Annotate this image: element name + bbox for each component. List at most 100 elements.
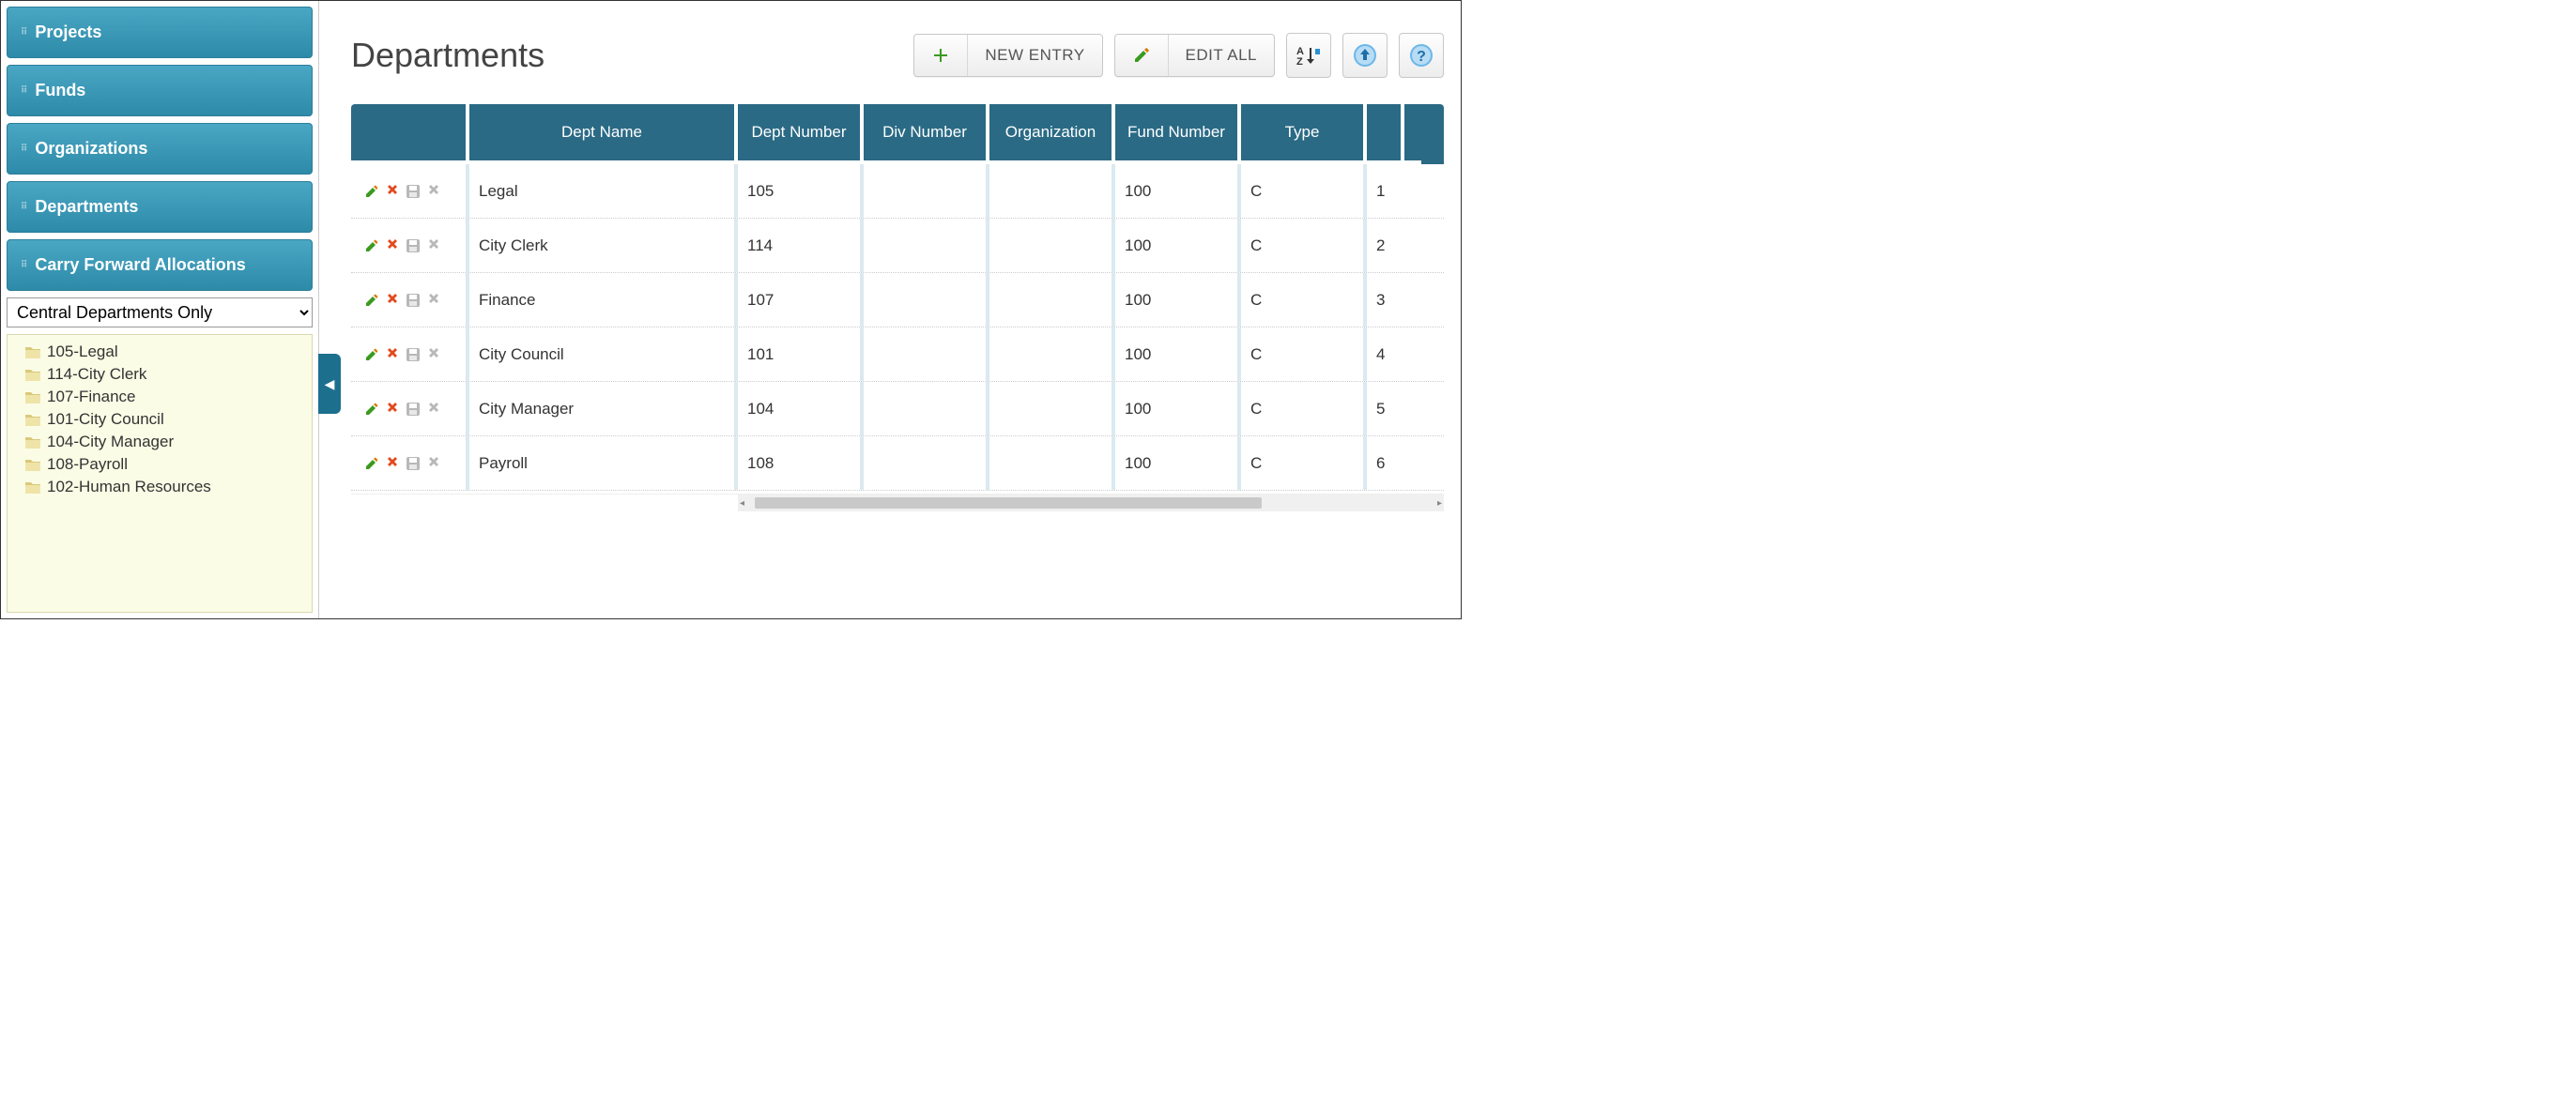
save-row-icon[interactable]	[406, 293, 421, 308]
nav-label: Funds	[35, 81, 85, 100]
help-icon: ?	[1408, 42, 1434, 68]
folder-icon	[24, 389, 41, 404]
arrow-up-circle-icon	[1352, 42, 1378, 68]
delete-row-icon[interactable]	[385, 402, 400, 417]
th-dept-name[interactable]: Dept Name	[469, 104, 738, 164]
tree-item[interactable]: 102-Human Resources	[15, 476, 304, 498]
th-fund-number[interactable]: Fund Number	[1115, 104, 1241, 164]
upload-button[interactable]	[1342, 33, 1388, 78]
edit-all-button[interactable]: EDIT ALL	[1114, 34, 1275, 77]
cell-fund-number: 100	[1115, 436, 1241, 490]
edit-row-icon[interactable]	[364, 184, 379, 199]
th-type[interactable]: Type	[1241, 104, 1367, 164]
cell-type: C	[1241, 273, 1367, 327]
save-row-icon[interactable]	[406, 238, 421, 253]
delete-row-icon[interactable]	[385, 456, 400, 471]
cancel-row-icon[interactable]	[426, 293, 441, 308]
delete-row-icon[interactable]	[385, 347, 400, 362]
cell-index: 5	[1367, 382, 1404, 435]
edit-row-icon[interactable]	[364, 347, 379, 362]
cell-div-number	[864, 327, 989, 381]
nav-departments[interactable]: Departments	[7, 181, 313, 233]
cell-dept-name: Finance	[469, 273, 738, 327]
table-row[interactable]: City Clerk114100C2	[351, 219, 1444, 273]
folder-icon	[24, 480, 41, 495]
th-div-number[interactable]: Div Number	[864, 104, 989, 164]
tree-item[interactable]: 114-City Clerk	[15, 363, 304, 386]
app-root: Projects Funds Organizations Departments…	[0, 0, 1462, 619]
folder-icon	[24, 344, 41, 359]
sort-button[interactable]: A Z	[1286, 33, 1331, 78]
cell-div-number	[864, 164, 989, 218]
cancel-row-icon[interactable]	[426, 184, 441, 199]
help-button[interactable]: ?	[1399, 33, 1444, 78]
cell-index: 1	[1367, 164, 1404, 218]
cell-organization	[989, 273, 1115, 327]
svg-text:?: ?	[1417, 49, 1426, 65]
cell-index: 6	[1367, 436, 1404, 490]
tree-item[interactable]: 101-City Council	[15, 408, 304, 431]
edit-all-label: EDIT ALL	[1169, 35, 1274, 76]
delete-row-icon[interactable]	[385, 184, 400, 199]
cell-dept-number: 107	[738, 273, 864, 327]
cell-dept-name: City Clerk	[469, 219, 738, 272]
edit-row-icon[interactable]	[364, 293, 379, 308]
table-row[interactable]: Payroll108100C6	[351, 436, 1444, 491]
folder-icon	[24, 434, 41, 449]
sidebar: Projects Funds Organizations Departments…	[1, 1, 318, 618]
tree-item[interactable]: 107-Finance	[15, 386, 304, 408]
tree-item-label: 105-Legal	[47, 342, 118, 361]
cell-index: 4	[1367, 327, 1404, 381]
edit-row-icon[interactable]	[364, 456, 379, 471]
header-row: Departments NEW ENTRY EDIT ALL A	[351, 33, 1444, 78]
cell-organization	[989, 327, 1115, 381]
tree-item[interactable]: 108-Payroll	[15, 453, 304, 476]
sidebar-collapse-toggle[interactable]: ◀	[318, 354, 341, 414]
cell-dept-name: City Manager	[469, 382, 738, 435]
tree-item[interactable]: 104-City Manager	[15, 431, 304, 453]
svg-text:Z: Z	[1296, 56, 1303, 66]
cell-fund-number: 100	[1115, 164, 1241, 218]
main-content: Departments NEW ENTRY EDIT ALL A	[318, 1, 1461, 618]
save-row-icon[interactable]	[406, 184, 421, 199]
tree-item[interactable]: 105-Legal	[15, 341, 304, 363]
cancel-row-icon[interactable]	[426, 347, 441, 362]
save-row-icon[interactable]	[406, 402, 421, 417]
table-row[interactable]: City Council101100C4	[351, 327, 1444, 382]
table-row[interactable]: City Manager104100C5	[351, 382, 1444, 436]
horizontal-scrollbar[interactable]	[738, 495, 1444, 511]
cell-fund-number: 100	[1115, 219, 1241, 272]
folder-icon	[24, 367, 41, 382]
save-row-icon[interactable]	[406, 456, 421, 471]
nav-label: Projects	[35, 23, 101, 42]
cell-div-number	[864, 273, 989, 327]
cell-organization	[989, 164, 1115, 218]
filter-select[interactable]: Central Departments Only	[7, 297, 313, 327]
row-actions	[351, 436, 469, 490]
cell-dept-number: 114	[738, 219, 864, 272]
cancel-row-icon[interactable]	[426, 456, 441, 471]
save-row-icon[interactable]	[406, 347, 421, 362]
cell-fund-number: 100	[1115, 382, 1241, 435]
table-body[interactable]: Legal105100C1City Clerk114100C2Finance10…	[351, 164, 1444, 495]
horizontal-scrollbar-thumb[interactable]	[755, 497, 1262, 509]
new-entry-button[interactable]: NEW ENTRY	[913, 34, 1102, 77]
cell-div-number	[864, 436, 989, 490]
edit-row-icon[interactable]	[364, 238, 379, 253]
nav-funds[interactable]: Funds	[7, 65, 313, 116]
cancel-row-icon[interactable]	[426, 402, 441, 417]
cell-organization	[989, 219, 1115, 272]
cancel-row-icon[interactable]	[426, 238, 441, 253]
nav-carry-forward[interactable]: Carry Forward Allocations	[7, 239, 313, 291]
delete-row-icon[interactable]	[385, 238, 400, 253]
departments-table: Dept Name Dept Number Div Number Organiz…	[351, 104, 1444, 511]
nav-projects[interactable]: Projects	[7, 7, 313, 58]
nav-organizations[interactable]: Organizations	[7, 123, 313, 175]
edit-row-icon[interactable]	[364, 402, 379, 417]
th-organization[interactable]: Organization	[989, 104, 1115, 164]
pencil-icon	[1115, 35, 1169, 76]
table-row[interactable]: Legal105100C1	[351, 164, 1444, 219]
delete-row-icon[interactable]	[385, 293, 400, 308]
th-dept-number[interactable]: Dept Number	[738, 104, 864, 164]
table-row[interactable]: Finance107100C3	[351, 273, 1444, 327]
